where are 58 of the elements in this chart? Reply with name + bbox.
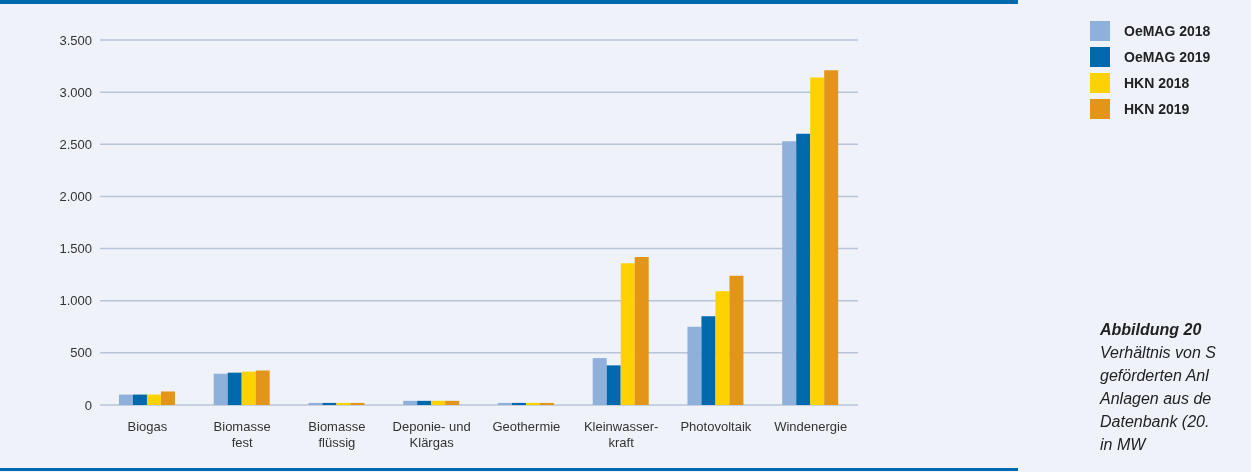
bar — [810, 77, 825, 405]
bar — [497, 402, 512, 405]
bar — [227, 372, 242, 405]
bar — [132, 394, 147, 405]
y-tick-label: 0 — [84, 397, 92, 413]
y-tick-label: 500 — [70, 345, 92, 361]
bar — [634, 256, 649, 405]
text: Abbildung 20 — [1100, 320, 1203, 340]
x-tick-label: Photovoltaik — [680, 419, 752, 434]
bar — [322, 402, 337, 405]
y-tick-label: 3.000 — [59, 84, 92, 100]
x-tick-label: Windenergie — [774, 419, 848, 434]
bar — [403, 400, 418, 405]
bar — [241, 371, 256, 405]
bar — [431, 400, 446, 405]
y-tick-label: 2.500 — [59, 136, 92, 152]
y-tick-label: 2.000 — [59, 189, 92, 205]
bar — [350, 402, 365, 405]
text: in MW — [1100, 435, 1148, 455]
y-tick-label: 1.000 — [59, 293, 92, 309]
legend-label: OeMAG 2018 — [1124, 23, 1211, 39]
bar — [796, 133, 811, 405]
bar — [255, 370, 270, 405]
x-tick-label: Geothermie — [492, 419, 561, 434]
x-tick-label: Biomasse flüssig — [308, 419, 366, 450]
bar — [525, 402, 540, 405]
bar — [511, 402, 526, 405]
text: Verhältnis von S — [1100, 343, 1217, 363]
bar — [620, 263, 635, 405]
bar — [160, 391, 175, 405]
bar — [308, 402, 323, 405]
bar — [592, 358, 607, 405]
bar — [729, 275, 744, 405]
text: geförderten Anl — [1100, 366, 1210, 386]
bar — [336, 402, 351, 405]
bar — [539, 402, 554, 405]
bar — [146, 394, 161, 405]
x-tick-label: Biomasse fest — [213, 419, 271, 450]
bar — [417, 400, 432, 405]
y-tick-label: 1.500 — [59, 241, 92, 257]
x-tick-label: Deponie- und Klärgas — [392, 419, 471, 450]
text: Anlagen aus de — [1100, 389, 1213, 409]
bar — [715, 291, 730, 405]
bar — [701, 316, 716, 405]
x-tick-label: Kleinwasser- kraft — [583, 419, 659, 450]
legend-label: OeMAG 2019 — [1124, 49, 1211, 65]
bar — [782, 141, 797, 405]
bar — [687, 326, 702, 405]
bar — [445, 400, 460, 405]
y-tick-label: 3.500 — [59, 32, 92, 48]
legend-label: HKN 2018 — [1124, 75, 1190, 91]
text: Datenbank (20. — [1100, 412, 1211, 432]
x-tick-label: Biogas — [127, 419, 168, 434]
bar — [824, 70, 839, 405]
legend-label: HKN 2019 — [1124, 101, 1190, 117]
bar — [213, 373, 228, 405]
bar — [606, 365, 621, 405]
bar — [118, 394, 133, 405]
